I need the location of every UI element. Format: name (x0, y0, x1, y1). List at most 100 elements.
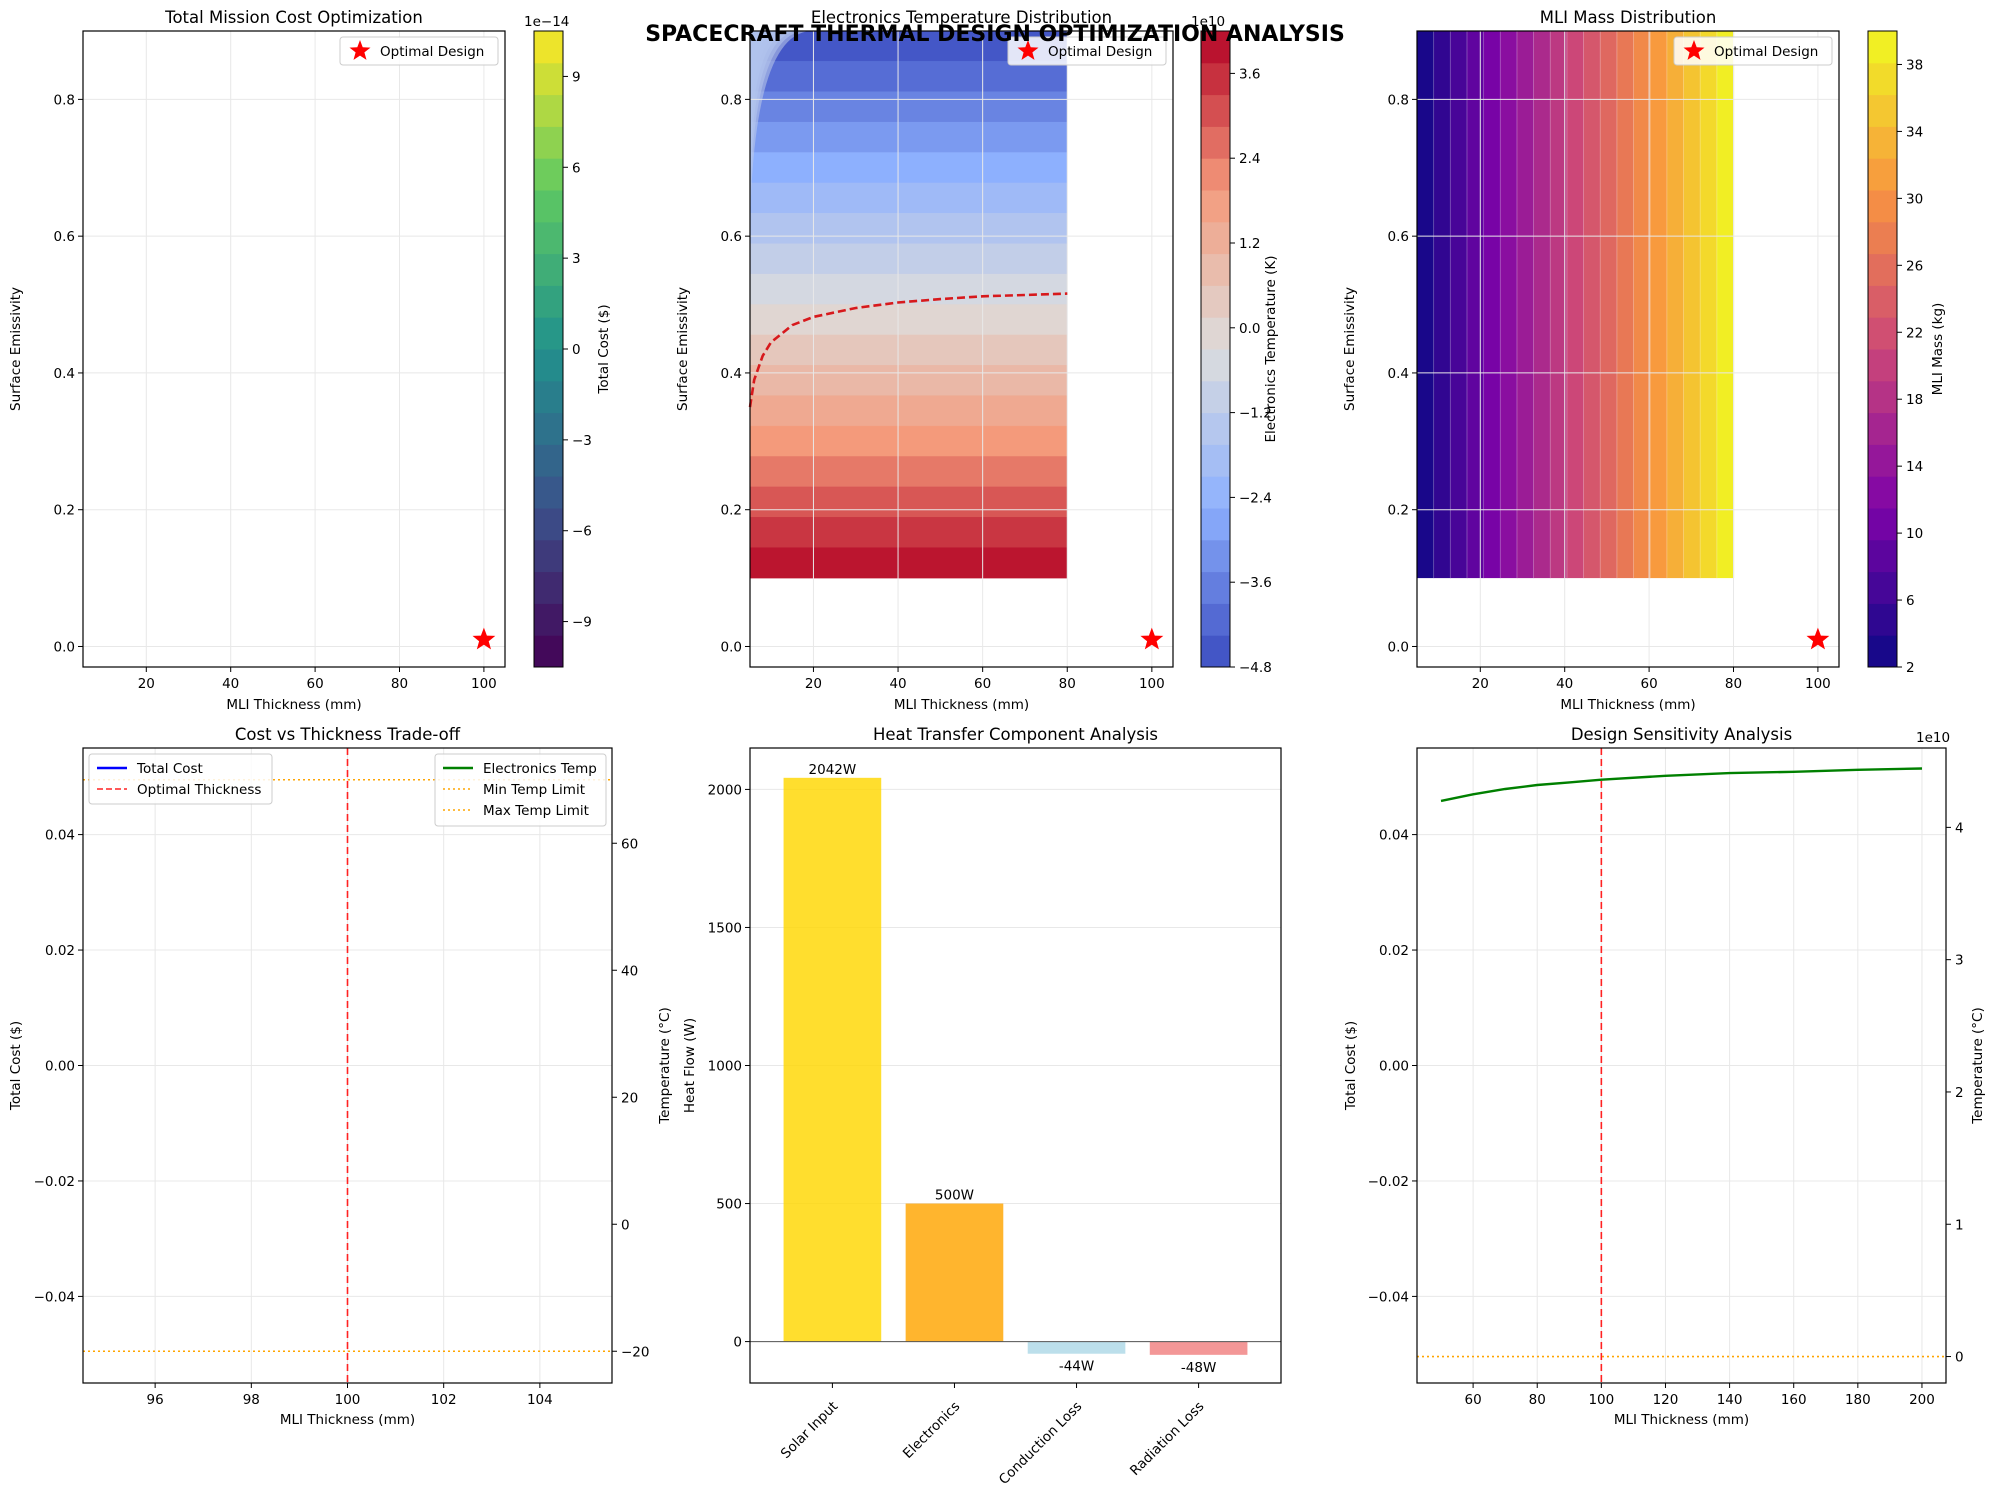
panel3-xtick-label: 60 (1641, 676, 1658, 692)
panel2-ytick-label: 0.0 (721, 639, 742, 655)
panel5-ytick-label: 0 (733, 1335, 742, 1351)
panel2-xtick-label: 40 (889, 676, 906, 692)
panel4-ytick-right-label: 0 (621, 1217, 630, 1233)
panel1-colorbar-band (534, 317, 563, 350)
panel2-colorbar-band (1201, 62, 1230, 96)
panel1-colorbar-tick-label: 0 (572, 342, 581, 358)
panel3-xtick-label: 40 (1556, 676, 1573, 692)
panel1-xtick-label: 100 (471, 676, 497, 692)
panel2-colorbar-band (1201, 31, 1230, 64)
panel3-legend-label: Optimal Design (1714, 44, 1818, 60)
panel2-xlabel: MLI Thickness (mm) (894, 697, 1029, 713)
panel2-colorbar-band (1201, 317, 1230, 350)
panel2-legend-star (1017, 40, 1039, 60)
panel4-xtick-label: 102 (431, 1392, 457, 1408)
panel3-contour-band (1616, 31, 1635, 579)
panel2-contour-band (749, 425, 1068, 457)
panel2-colorbar-band (1201, 508, 1230, 541)
panel3-colorbar-band (1868, 126, 1897, 159)
panel6-xtick-label: 160 (1781, 1392, 1807, 1408)
panel6-ytick-label: 0.04 (1379, 828, 1409, 844)
panel4-ytick-right-label: 20 (621, 1090, 638, 1106)
panel2-colorbar-band (1201, 603, 1230, 636)
panel3-colorbar-band (1868, 508, 1897, 541)
panel6-ytick-label: −0.02 (1368, 1174, 1409, 1190)
panel1-colorbar-tick-label: 3 (572, 251, 581, 267)
panel6-right-offset: 1e10 (1916, 730, 1950, 746)
panel4-legend-left (88, 753, 273, 805)
panel5-bar (1149, 1341, 1248, 1355)
panel6-xtick-label: 140 (1717, 1392, 1743, 1408)
panel4-ytick-label: 0.04 (45, 828, 75, 844)
panel4-legend-max-label: Max Temp Limit (483, 803, 589, 819)
panel1-colorbar-band (534, 444, 563, 477)
panel1-title: Total Mission Cost Optimization (164, 8, 423, 27)
panel4-xtick-label: 98 (243, 1392, 260, 1408)
panel6-xtick-label: 180 (1845, 1392, 1871, 1408)
panel2-contour-band (749, 365, 1068, 396)
panel1-ytick-label: 0.4 (54, 366, 75, 382)
panel3-contour-band (1483, 31, 1501, 579)
panel2-colorbar-band (1201, 126, 1230, 159)
panel6-xtick-label: 100 (1588, 1392, 1614, 1408)
panel2-colorbar-tick-label: −1.2 (1239, 406, 1272, 422)
panel1-xlabel: MLI Thickness (mm) (226, 697, 361, 713)
panel3-contour-band (1500, 31, 1518, 579)
panel2-contour-band (749, 213, 1068, 245)
panel2-colorbar-frame (1200, 30, 1231, 668)
panel2-colorbar-tick-label: 1.2 (1239, 236, 1260, 252)
panel1-colorbar-band (534, 508, 563, 541)
panel2-contour-band (749, 152, 1068, 184)
panel3-legend-star (1683, 40, 1705, 60)
panel2-colorbar-band (1201, 635, 1230, 668)
panel3-contour-band (1516, 31, 1535, 579)
panel3-xtick-label: 80 (1725, 676, 1742, 692)
panel1-frame (82, 30, 506, 668)
panel3-colorbar-label: MLI Mass (kg) (1930, 303, 1946, 396)
panel4-legend-right (434, 753, 607, 827)
panel5-bar-label: 2042W (809, 762, 857, 778)
panel1-colorbar-band (534, 635, 563, 668)
panel4-ylabel: Total Cost ($) (8, 1021, 24, 1111)
panel3-colorbar-band (1868, 380, 1897, 414)
panel2-ytick-label: 0.2 (721, 503, 742, 519)
panel2-xtick-label: 100 (1139, 676, 1165, 692)
panel1-xtick-label: 40 (222, 676, 239, 692)
panel4-xtick-label: 104 (527, 1392, 553, 1408)
panel6-frame (1416, 747, 1947, 1384)
panel3-colorbar-band (1868, 62, 1897, 96)
panel5-ytick-label: 2000 (708, 782, 742, 798)
panel3-colorbar-band (1868, 412, 1897, 445)
panel1-colorbar-band (534, 126, 563, 159)
panel6-ytick-right-label: 2 (1955, 1085, 1964, 1101)
panel6-xlabel: MLI Thickness (mm) (1614, 1412, 1749, 1428)
panel3-optimal-star (1806, 627, 1830, 650)
panel2-colorbar-band (1201, 349, 1230, 382)
panel1-colorbar-band (534, 539, 563, 573)
panel6-title: Design Sensitivity Analysis (1571, 725, 1792, 744)
panel3-colorbar-band (1868, 444, 1897, 477)
panel3-colorbar-band (1868, 190, 1897, 223)
panel4-xlabel: MLI Thickness (mm) (280, 1412, 415, 1428)
panel3-contour-band (1716, 31, 1735, 579)
panel3-colorbar-band (1868, 253, 1897, 286)
panel6-ylabel-right: Temperature (°C) (1970, 1007, 1986, 1125)
panel1-colorbar-band (534, 476, 563, 509)
panel3-contour-band (1600, 31, 1618, 579)
panel4-title: Cost vs Thickness Trade-off (235, 725, 461, 744)
panel1-colorbar-band (534, 253, 563, 286)
panel2-colorbar-band (1201, 476, 1230, 509)
panel6-xtick-label: 60 (1465, 1392, 1482, 1408)
panel6-ytick-label: −0.04 (1368, 1289, 1409, 1305)
panel2-contour-band (749, 304, 1068, 336)
panel5-title: Heat Transfer Component Analysis (873, 725, 1158, 744)
panel2-colorbar-tick-label: −4.8 (1239, 660, 1272, 676)
panel1-colorbar-band (534, 285, 563, 318)
panel6-ytick-label: 0.00 (1379, 1059, 1409, 1075)
panel2-contour-band (749, 547, 1068, 579)
panel3-colorbar-frame (1867, 30, 1898, 668)
panel3-contour-band (1550, 31, 1568, 579)
panel4-ytick-label: 0.02 (45, 943, 75, 959)
panel3-colorbar-band (1868, 285, 1897, 318)
panel2-contour-band (749, 517, 1068, 548)
